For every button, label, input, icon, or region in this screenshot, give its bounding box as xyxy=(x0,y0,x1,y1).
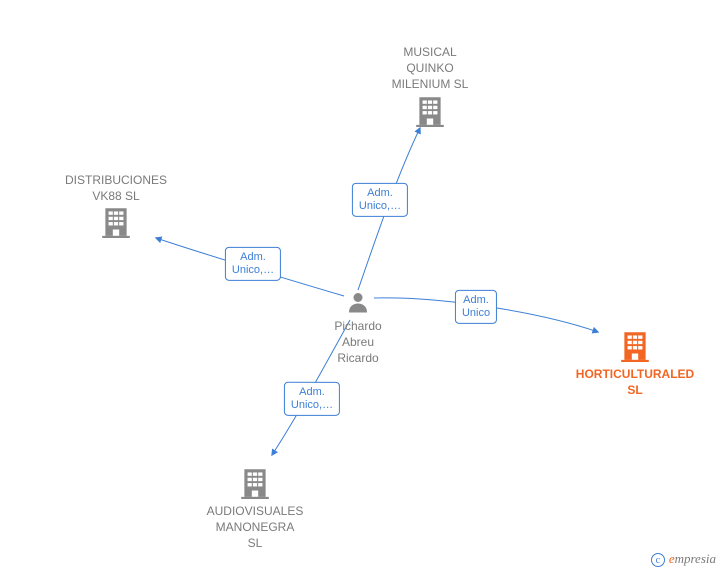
person-icon xyxy=(288,290,428,314)
node-label: MUSICALQUINKOMILENIUM SL xyxy=(360,44,500,93)
copyright-icon: c xyxy=(651,553,665,567)
building-icon xyxy=(46,204,186,238)
node-label: AUDIOVISUALESMANONEGRASL xyxy=(185,503,325,552)
node-label: HORTICULTURALEDSL xyxy=(565,366,705,398)
node-distrib[interactable]: DISTRIBUCIONESVK88 SL xyxy=(46,168,186,238)
brand-rest: mpresia xyxy=(675,551,716,566)
node-horti[interactable]: HORTICULTURALEDSL xyxy=(565,328,705,398)
node-musical[interactable]: MUSICALQUINKOMILENIUM SL xyxy=(360,40,500,127)
footer-brand: cempresia xyxy=(651,551,716,567)
node-audiov[interactable]: AUDIOVISUALESMANONEGRASL xyxy=(185,465,325,552)
building-icon xyxy=(360,93,500,127)
node-label: DISTRIBUCIONESVK88 SL xyxy=(46,172,186,204)
edge-label-2: Adm.Unico,… xyxy=(284,382,340,416)
edge-label-1: Adm.Unico,… xyxy=(225,247,281,281)
edge-label-0: Adm.Unico,… xyxy=(352,183,408,217)
edge-label-3: Adm.Unico xyxy=(455,290,497,324)
building-icon xyxy=(565,328,705,362)
node-label: PichardoAbreuRicardo xyxy=(288,318,428,367)
node-center[interactable]: PichardoAbreuRicardo xyxy=(288,290,428,367)
building-icon xyxy=(185,465,325,499)
